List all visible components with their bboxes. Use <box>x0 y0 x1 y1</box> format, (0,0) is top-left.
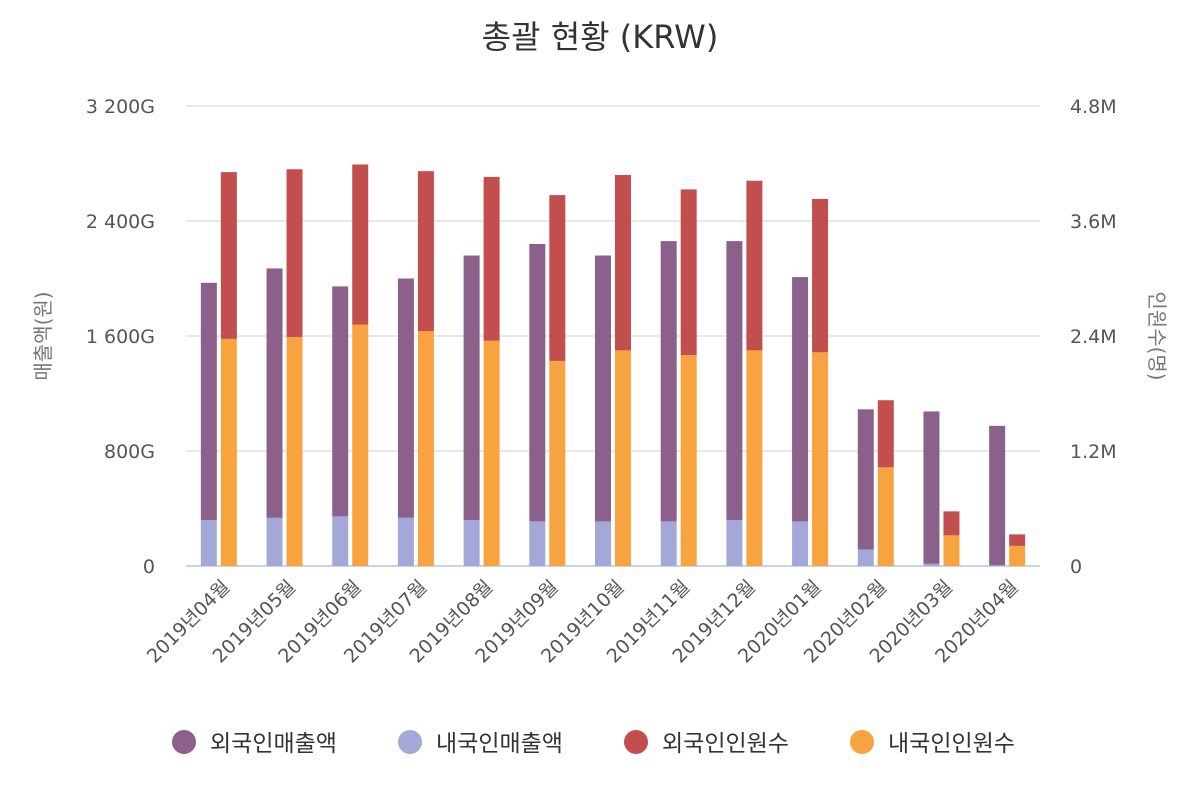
legend-item[interactable]: 내국인매출액 <box>398 730 563 757</box>
bar-외국인인원수 <box>615 175 631 351</box>
bar-내국인매출액 <box>726 520 743 566</box>
bar-외국인매출액 <box>529 244 546 522</box>
bar-내국인매출액 <box>989 565 1006 566</box>
bar-내국인인원수 <box>417 331 434 566</box>
right-axis-ticks: 0 1.2M 2.4M 3.6M 4.8M <box>1070 96 1117 578</box>
legend-marker <box>398 730 422 754</box>
right-tick-label: 3.6M <box>1070 211 1117 233</box>
left-tick-label: 0 <box>143 556 155 578</box>
right-tick-label: 4.8M <box>1070 96 1117 118</box>
bar-내국인인원수 <box>943 535 960 566</box>
legend-item[interactable]: 외국인매출액 <box>172 730 337 757</box>
bar-외국인인원수 <box>877 400 894 468</box>
chart-title: 총괄 현황 (KRW) <box>482 18 719 56</box>
bar-내국인매출액 <box>857 549 874 566</box>
bar-내국인매출액 <box>792 521 809 566</box>
right-tick-label: 1.2M <box>1070 441 1117 463</box>
bar-외국인인원수 <box>483 176 500 341</box>
bar-외국인매출액 <box>332 286 349 517</box>
bar-외국인매출액 <box>397 278 414 518</box>
bar-내국인매출액 <box>397 517 414 566</box>
bar-외국인인원수 <box>352 164 369 325</box>
bar-내국인매출액 <box>266 517 283 566</box>
bar-외국인인원수 <box>680 189 697 356</box>
bar-외국인인원수 <box>746 180 763 351</box>
left-tick-label: 2 400G <box>86 211 155 233</box>
right-axis-title: 인원수(명) <box>1145 291 1169 380</box>
legend-label: 외국인인원수 <box>662 731 789 757</box>
bar-외국인인원수 <box>417 171 434 332</box>
bar-내국인인원수 <box>680 355 697 566</box>
bar-내국인인원수 <box>812 352 829 566</box>
bar-내국인인원수 <box>615 350 631 566</box>
right-tick-label: 0 <box>1070 556 1082 578</box>
bar-내국인매출액 <box>200 520 217 566</box>
bar-내국인매출액 <box>660 521 677 566</box>
left-tick-label: 800G <box>104 441 155 463</box>
bars <box>200 164 1026 566</box>
bar-내국인인원수 <box>352 324 369 566</box>
right-tick-label: 2.4M <box>1070 326 1117 348</box>
left-axis-title: 매출액(원) <box>31 291 55 380</box>
bar-내국인인원수 <box>483 340 500 566</box>
legend-item[interactable]: 외국인인원수 <box>624 730 789 757</box>
gridlines <box>186 105 1040 567</box>
bar-외국인매출액 <box>989 425 1006 566</box>
bar-외국인인원수 <box>943 511 960 536</box>
bar-내국인인원수 <box>877 467 894 566</box>
left-tick-label: 1 600G <box>86 326 155 348</box>
left-axis-ticks: 0 800G 1 600G 2 400G 3 200G <box>86 96 155 578</box>
bar-외국인인원수 <box>220 172 237 339</box>
legend-marker <box>624 730 648 754</box>
bar-외국인매출액 <box>726 241 743 520</box>
bar-내국인인원수 <box>549 360 566 566</box>
bar-외국인매출액 <box>660 241 677 522</box>
bar-외국인매출액 <box>200 282 217 520</box>
legend-item[interactable]: 내국인인원수 <box>850 730 1015 757</box>
legend-label: 내국인매출액 <box>436 731 563 757</box>
left-tick-label: 3 200G <box>86 96 155 118</box>
legend-label: 내국인인원수 <box>888 731 1015 757</box>
bar-내국인매출액 <box>332 516 349 566</box>
bar-내국인매출액 <box>463 520 480 566</box>
bar-외국인인원수 <box>1009 534 1026 546</box>
bar-외국인매출액 <box>595 255 611 522</box>
bar-외국인매출액 <box>857 409 874 550</box>
bar-내국인매출액 <box>923 563 940 566</box>
bar-외국인인원수 <box>812 198 829 353</box>
bar-내국인매출액 <box>595 521 611 566</box>
bar-외국인인원수 <box>549 195 566 361</box>
bar-내국인인원수 <box>286 336 303 566</box>
bar-외국인매출액 <box>792 277 809 522</box>
bar-내국인매출액 <box>529 521 546 566</box>
bar-내국인인원수 <box>746 350 763 566</box>
bar-외국인매출액 <box>463 255 480 520</box>
legend-marker <box>172 730 196 754</box>
legend: 외국인매출액 내국인매출액 외국인인원수 내국인인원수 <box>172 730 1015 757</box>
legend-label: 외국인매출액 <box>210 731 337 757</box>
x-axis-ticks: 2019년04월2019년05월2019년06월2019년07월2019년08월… <box>143 576 1023 668</box>
bar-외국인인원수 <box>286 169 303 337</box>
bar-외국인매출액 <box>266 268 283 518</box>
legend-marker <box>850 730 874 754</box>
bar-외국인매출액 <box>923 411 940 564</box>
bar-내국인인원수 <box>220 338 237 566</box>
bar-내국인인원수 <box>1009 545 1026 566</box>
